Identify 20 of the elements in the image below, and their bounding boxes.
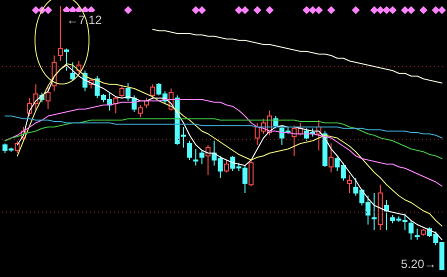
candlestick (372, 192, 377, 231)
candlestick (199, 150, 204, 165)
candlestick (14, 140, 20, 154)
candlestick (46, 85, 51, 110)
candlestick (206, 144, 211, 176)
candlestick (58, 6, 63, 62)
candlestick (119, 85, 124, 99)
candlestick (64, 48, 70, 72)
candlestick (328, 143, 334, 173)
candlestick (248, 160, 254, 187)
candlestick (414, 228, 420, 240)
annotation: 5.20→ (400, 257, 436, 271)
candlestick (347, 174, 352, 194)
candlestick (187, 140, 192, 160)
candlestick (224, 160, 229, 173)
candlestick (138, 104, 143, 118)
candlestick (150, 84, 156, 99)
candlestick (408, 220, 414, 240)
candlestick (70, 62, 76, 81)
candlestick (193, 148, 198, 166)
